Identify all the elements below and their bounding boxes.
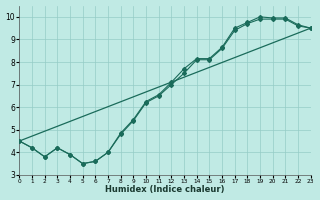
X-axis label: Humidex (Indice chaleur): Humidex (Indice chaleur) xyxy=(105,185,225,194)
